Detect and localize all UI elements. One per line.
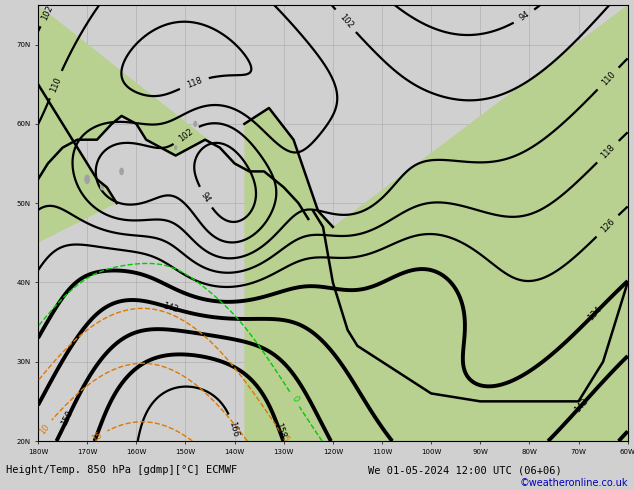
Text: 10: 10 (37, 422, 51, 436)
Text: 150: 150 (60, 409, 75, 427)
Text: 94: 94 (517, 10, 531, 23)
Text: 134: 134 (586, 305, 604, 322)
Text: 126: 126 (598, 217, 616, 235)
Text: ©weatheronline.co.uk: ©weatheronline.co.uk (519, 478, 628, 488)
Circle shape (100, 184, 104, 191)
Text: 102: 102 (40, 4, 55, 22)
Polygon shape (313, 5, 628, 441)
Text: 118: 118 (599, 143, 617, 161)
Text: 102: 102 (177, 126, 195, 143)
Polygon shape (38, 5, 308, 219)
Polygon shape (38, 5, 117, 243)
Circle shape (193, 121, 197, 127)
Text: 102: 102 (337, 12, 354, 30)
Text: 0: 0 (289, 394, 300, 404)
Text: 110: 110 (600, 70, 617, 87)
Text: 142: 142 (573, 396, 590, 414)
Text: 110: 110 (49, 75, 63, 94)
Circle shape (174, 145, 177, 150)
Text: 15: 15 (90, 430, 104, 443)
Text: 142: 142 (161, 301, 179, 314)
Text: Height/Temp. 850 hPa [gdmp][°C] ECMWF: Height/Temp. 850 hPa [gdmp][°C] ECMWF (6, 466, 238, 475)
Text: 5: 5 (280, 434, 290, 443)
Text: 158: 158 (273, 422, 287, 440)
Circle shape (84, 174, 90, 184)
Text: We 01-05-2024 12:00 UTC (06+06): We 01-05-2024 12:00 UTC (06+06) (368, 466, 562, 475)
Text: 166: 166 (227, 420, 240, 438)
Polygon shape (245, 5, 628, 441)
Text: 94: 94 (199, 191, 212, 204)
Circle shape (119, 168, 124, 175)
Text: 118: 118 (185, 75, 203, 90)
